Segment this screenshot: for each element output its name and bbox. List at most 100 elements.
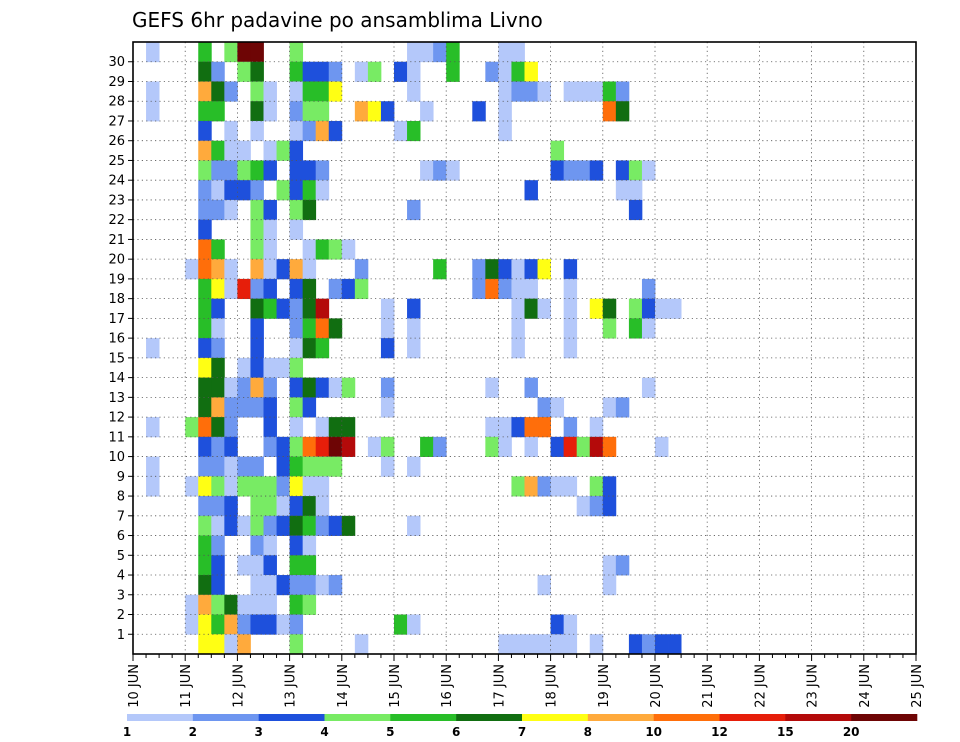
heatmap-cell — [250, 239, 264, 260]
heatmap-cell — [655, 634, 669, 655]
chart-title: GEFS 6hr padavine po ansamblima Livno — [132, 8, 543, 32]
x-tick-label: 11 JUN — [179, 664, 194, 708]
heatmap-cell — [550, 140, 565, 161]
colorbar-swatch — [127, 714, 194, 721]
heatmap-cell — [394, 614, 408, 635]
heatmap-cell — [407, 61, 421, 82]
heatmap-cell — [302, 476, 317, 497]
heatmap-cell — [198, 81, 212, 102]
heatmap-cell — [302, 180, 317, 201]
heatmap-cell — [498, 61, 512, 82]
heatmap-cell — [250, 397, 264, 418]
heatmap-cell — [250, 298, 264, 319]
x-tick-label: 16 JUN — [440, 664, 455, 708]
heatmap-cell — [407, 298, 421, 319]
heatmap-cell — [315, 476, 330, 497]
heatmap-cell — [250, 219, 264, 240]
heatmap-cell — [328, 120, 343, 142]
heatmap-cell — [367, 101, 382, 122]
heatmap-cell — [263, 101, 277, 122]
heatmap-cell — [628, 180, 643, 201]
heatmap-cell — [198, 61, 212, 82]
y-tick-label: 19 — [108, 272, 125, 287]
heatmap-cell — [289, 456, 304, 477]
heatmap-cell — [198, 42, 212, 63]
heatmap-cell — [263, 140, 277, 161]
heatmap-cell — [224, 140, 238, 161]
heatmap-cell — [354, 259, 369, 280]
heatmap-cell — [289, 160, 304, 181]
heatmap-cell — [341, 377, 356, 398]
heatmap-cell — [641, 634, 656, 655]
heatmap-cell — [641, 377, 656, 398]
heatmap-cell — [289, 219, 304, 240]
heatmap-cell — [563, 338, 578, 359]
heatmap-cell — [602, 555, 617, 576]
colorbar-swatch — [522, 714, 589, 721]
heatmap-cell — [589, 298, 604, 319]
heatmap-cell — [211, 101, 225, 122]
heatmap-cell — [302, 555, 317, 576]
y-tick-label: 3 — [117, 588, 125, 603]
heatmap-cell — [433, 436, 447, 457]
heatmap-cell — [289, 357, 304, 379]
heatmap-cell — [250, 555, 264, 576]
heatmap-cell — [263, 515, 277, 536]
heatmap-cell — [328, 575, 343, 596]
colorbar-label: 15 — [777, 725, 794, 739]
heatmap-cell — [302, 594, 317, 615]
heatmap-cell — [315, 61, 330, 82]
heatmap-cell — [263, 397, 277, 418]
heatmap-cell — [263, 259, 277, 280]
heatmap-cell — [380, 377, 395, 398]
heatmap-cell — [289, 555, 304, 576]
heatmap-cell — [576, 160, 591, 181]
heatmap-cell — [289, 515, 304, 536]
heatmap-cell — [211, 377, 225, 398]
heatmap-cell — [380, 397, 395, 418]
heatmap-cell — [550, 476, 565, 497]
heatmap-cell — [641, 278, 656, 300]
y-tick-label: 14 — [108, 371, 125, 386]
heatmap-cell — [237, 456, 251, 477]
heatmap-cell — [250, 259, 264, 280]
heatmap-cell — [511, 634, 525, 655]
heatmap-cell — [224, 496, 238, 517]
heatmap-cell — [250, 61, 264, 82]
heatmap-cell — [328, 436, 343, 457]
heatmap-cell — [198, 357, 212, 379]
heatmap-cell — [602, 575, 617, 596]
heatmap-cell — [263, 239, 277, 260]
heatmap-cell — [537, 397, 551, 418]
heatmap-cell — [524, 417, 538, 438]
heatmap-cell — [485, 417, 499, 438]
heatmap-cell — [211, 594, 225, 615]
y-tick-label: 8 — [117, 490, 125, 505]
y-tick-label: 4 — [117, 569, 125, 584]
colorbar-legend: 1 2 3 4 5 6 7 8 10 12 15 20 — [123, 714, 918, 739]
heatmap-cell — [380, 101, 395, 122]
heatmap-cell — [211, 555, 225, 576]
x-tick-label: 25 JUN — [910, 664, 925, 708]
heatmap-cell — [224, 180, 238, 201]
heatmap-cell — [563, 417, 578, 438]
heatmap-cell — [537, 81, 551, 102]
heatmap-cell — [498, 634, 512, 655]
colorbar-swatch — [456, 714, 523, 721]
y-tick-label: 28 — [108, 95, 125, 110]
y-axis: 1234567891011121314151617181920212223242… — [108, 55, 133, 643]
heatmap-cell — [615, 160, 630, 181]
heatmap-cell — [420, 436, 434, 457]
heatmap-cell — [263, 436, 277, 457]
heatmap-cell — [263, 594, 277, 615]
heatmap-cell — [185, 594, 199, 615]
colorbar-label: 10 — [645, 725, 662, 739]
heatmap-cell — [198, 594, 212, 615]
heatmap-cell — [563, 614, 578, 635]
heatmap-cell — [211, 239, 225, 260]
heatmap-cell — [367, 61, 382, 82]
heatmap-cell — [237, 634, 251, 655]
heatmap-cell — [289, 417, 304, 438]
heatmap-cell — [498, 42, 512, 63]
heatmap-cell — [302, 456, 317, 477]
